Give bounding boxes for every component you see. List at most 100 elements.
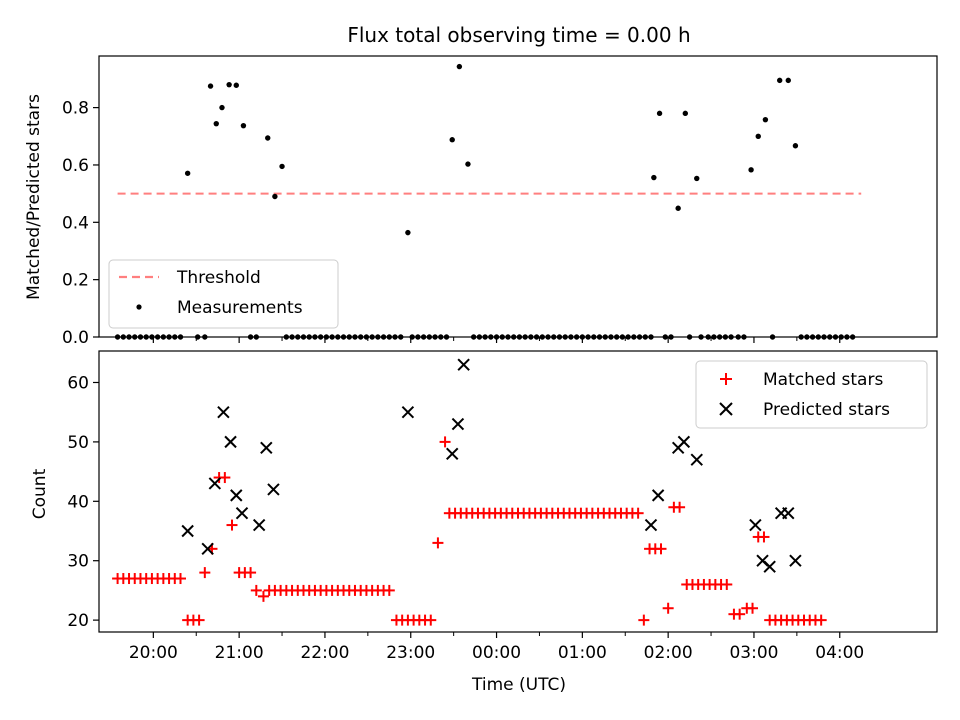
- measurement-point: [272, 193, 278, 200]
- measurement-point: [675, 205, 681, 211]
- ratio-axes-frame: [98, 55, 938, 338]
- legend-matched-swatch: [720, 373, 732, 385]
- predicted-star-point: [677, 435, 691, 449]
- matched-star-point: [638, 614, 650, 626]
- matched-star-point: [425, 614, 437, 626]
- measurement-point: [207, 83, 214, 89]
- ratio-panel: Flux total observing time = 0.00 h 0.0 0.…: [24, 23, 938, 348]
- x-tick-label: 04:00: [815, 643, 864, 663]
- x-axis-label: Time (UTC): [471, 675, 566, 695]
- matched-star-point: [193, 614, 205, 626]
- x-tick-label: 23:00: [386, 643, 435, 663]
- legend-measurements-label: Measurements: [177, 298, 303, 318]
- legend-matched-label: Matched stars: [763, 370, 883, 390]
- ratio-y-tick-label: 0.8: [62, 99, 89, 119]
- measurement-point: [682, 110, 689, 117]
- chart-title: Flux total observing time = 0.00 h: [347, 23, 690, 47]
- predicted-star-point: [235, 506, 249, 520]
- predicted-star-point: [224, 435, 237, 449]
- predicted-star-point: [267, 483, 280, 496]
- measurement-point: [755, 133, 761, 139]
- measurement-point: [792, 143, 799, 149]
- predicted-star-point: [690, 453, 703, 466]
- count-y-tick-label: 30: [67, 552, 89, 572]
- count-y-axis: 20 30 40 50 60: [67, 373, 99, 631]
- measurement-point: [240, 122, 247, 129]
- time-x-axis: 20:00 21:00 22:00 23:00 00:00 01:00 02:00 03:00…: [129, 337, 864, 663]
- measurement-point: [456, 63, 463, 70]
- legend-predicted-label: Predicted stars: [763, 400, 890, 420]
- count-y-tick-label: 50: [67, 433, 89, 453]
- x-tick-label: 21:00: [215, 643, 264, 663]
- count-y-tick-label: 20: [67, 611, 89, 631]
- count-legend: Matched stars Predicted stars: [695, 360, 928, 429]
- predicted-star-point: [181, 524, 194, 538]
- measurement-point: [184, 170, 191, 176]
- measurement-point: [213, 120, 219, 127]
- measurement-point: [694, 175, 700, 182]
- matched-star-point: [245, 567, 257, 579]
- matched-star-point: [662, 602, 674, 614]
- ratio-y-tick-label: 0.2: [62, 271, 89, 291]
- measurement-point: [265, 135, 271, 141]
- ratio-legend-frame: [108, 259, 339, 329]
- matched-star-point: [815, 614, 827, 626]
- legend-predicted-swatch: [719, 402, 733, 416]
- matched-star-point: [655, 543, 667, 555]
- measurement-point: [785, 77, 791, 84]
- matched-star-point: [632, 507, 644, 519]
- predicted-stars-points: [181, 358, 802, 573]
- ratio-legend: Threshold Measurements: [108, 259, 339, 329]
- ratio-y-axis-label: Matched/Predicted stars: [24, 94, 44, 300]
- matched-star-point: [747, 602, 759, 614]
- measurement-point: [233, 82, 239, 88]
- matched-star-point: [721, 578, 733, 590]
- x-tick-label: 02:00: [644, 643, 693, 663]
- predicted-star-point: [451, 417, 465, 431]
- count-y-tick-label: 60: [67, 373, 89, 393]
- count-axes-frame: [98, 350, 938, 633]
- matched-star-point: [383, 584, 395, 596]
- predicted-star-point: [749, 518, 762, 532]
- legend-measurements-swatch: [136, 304, 142, 310]
- measurement-point: [405, 229, 411, 236]
- x-tick-label: 00:00: [472, 643, 521, 663]
- x-tick-label: 03:00: [729, 643, 778, 663]
- predicted-star-point: [217, 405, 230, 419]
- measurement-point: [748, 167, 754, 173]
- measurement-point: [219, 104, 225, 111]
- legend-threshold-label: Threshold: [176, 268, 261, 288]
- matched-star-point: [226, 519, 238, 531]
- measurement-point: [776, 77, 783, 84]
- predicted-star-point: [401, 405, 415, 419]
- measurement-point: [449, 137, 455, 143]
- predicted-star-point: [230, 489, 243, 502]
- predicted-star-point: [651, 489, 665, 502]
- matched-star-point: [199, 567, 211, 579]
- predicted-star-point: [446, 447, 459, 460]
- predicted-star-point: [763, 560, 776, 573]
- predicted-star-point: [252, 518, 266, 532]
- count-panel: 20 30 40 50 60 20:00 21:00 22:00 23:00 00:00 01:0…: [30, 337, 938, 695]
- predicted-star-point: [260, 441, 273, 455]
- measurement-point: [465, 161, 471, 167]
- predicted-star-point: [201, 542, 214, 556]
- matched-star-point: [219, 472, 231, 484]
- count-y-tick-label: 40: [67, 492, 89, 512]
- predicted-star-point: [208, 477, 222, 490]
- matched-star-point: [250, 584, 262, 596]
- matched-star-point: [432, 537, 444, 549]
- measurement-point: [226, 81, 232, 88]
- x-tick-label: 22:00: [300, 643, 349, 663]
- predicted-star-point: [782, 506, 795, 520]
- matched-star-point: [674, 501, 686, 513]
- matched-stars-points: [112, 436, 827, 626]
- measurement-point: [279, 163, 285, 170]
- predicted-star-point: [644, 518, 658, 532]
- count-y-axis-label: Count: [30, 468, 50, 519]
- measurement-point: [762, 116, 769, 123]
- matched-star-point: [758, 531, 770, 543]
- ratio-y-tick-label: 0.0: [62, 328, 89, 348]
